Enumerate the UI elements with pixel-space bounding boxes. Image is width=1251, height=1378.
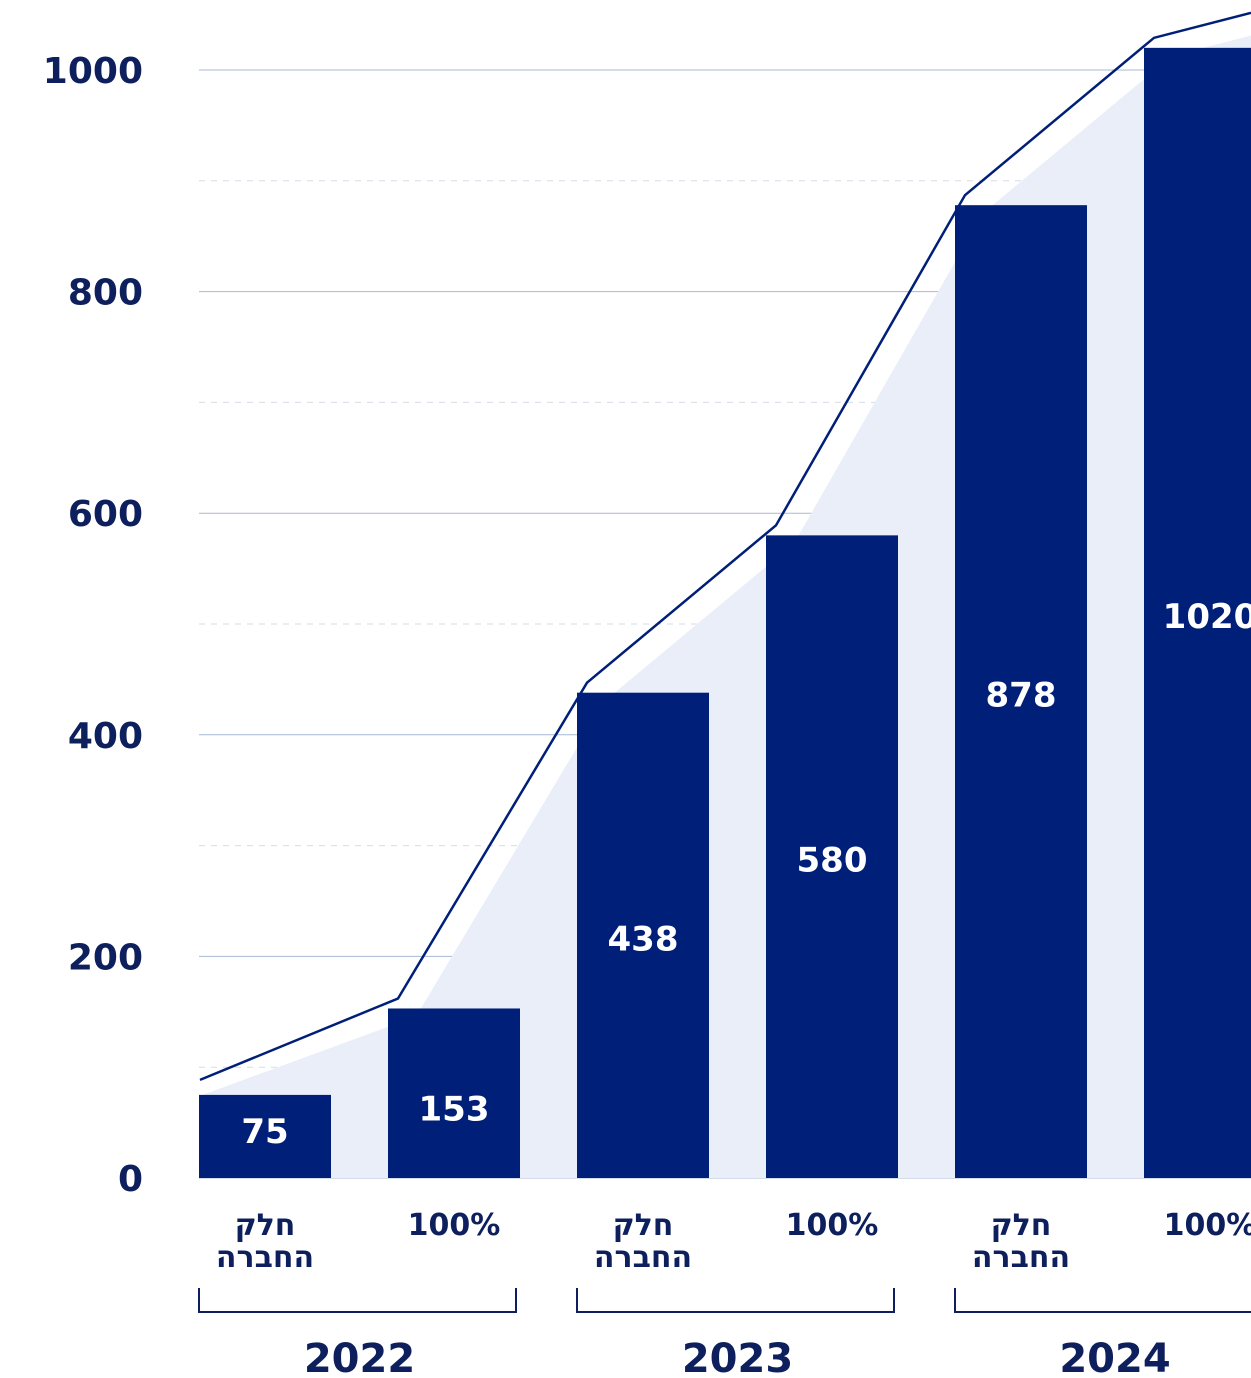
x-tick-label: החברה bbox=[594, 1240, 692, 1275]
group-bracket bbox=[954, 1288, 1251, 1313]
y-tick-label: 200 bbox=[68, 937, 143, 978]
y-tick-label: 0 bbox=[118, 1159, 143, 1200]
bar bbox=[388, 1008, 520, 1178]
x-tick-label: החברה bbox=[972, 1240, 1070, 1275]
y-tick-label: 800 bbox=[68, 273, 143, 314]
bar bbox=[199, 1094, 331, 1178]
x-tick-label: חלק bbox=[991, 1208, 1052, 1243]
bar bbox=[1144, 47, 1251, 1179]
bar-value-label: 1020 bbox=[1163, 597, 1251, 637]
x-tick-label: 100% bbox=[408, 1208, 501, 1243]
x-tick-label: החברה bbox=[216, 1240, 314, 1275]
group-label: 2022 bbox=[304, 1336, 415, 1378]
x-tick-label: 100% bbox=[786, 1208, 879, 1243]
y-tick-label: 600 bbox=[68, 494, 143, 535]
y-tick-label: 1000 bbox=[43, 51, 143, 92]
group-bracket bbox=[576, 1288, 895, 1313]
x-tick-label: חלק bbox=[613, 1208, 674, 1243]
bar-value-label: 438 bbox=[608, 919, 679, 959]
trend-line bbox=[199, 11, 1251, 1082]
bar-value-label: 580 bbox=[797, 841, 868, 881]
group-label: 2024 bbox=[1059, 1336, 1170, 1378]
trend-area bbox=[200, 35, 1251, 1178]
bar bbox=[955, 205, 1087, 1178]
group-bracket bbox=[198, 1288, 517, 1313]
group-label: 2023 bbox=[682, 1336, 793, 1378]
bar bbox=[577, 692, 709, 1178]
bar-value-label: 153 bbox=[419, 1089, 490, 1129]
y-tick-label: 400 bbox=[68, 716, 143, 757]
bar-value-label: 75 bbox=[241, 1112, 288, 1152]
x-tick-label: חלק bbox=[235, 1208, 296, 1243]
bar-value-label: 878 bbox=[986, 676, 1057, 716]
bar bbox=[766, 535, 898, 1178]
x-tick-label: 100% bbox=[1164, 1208, 1251, 1243]
